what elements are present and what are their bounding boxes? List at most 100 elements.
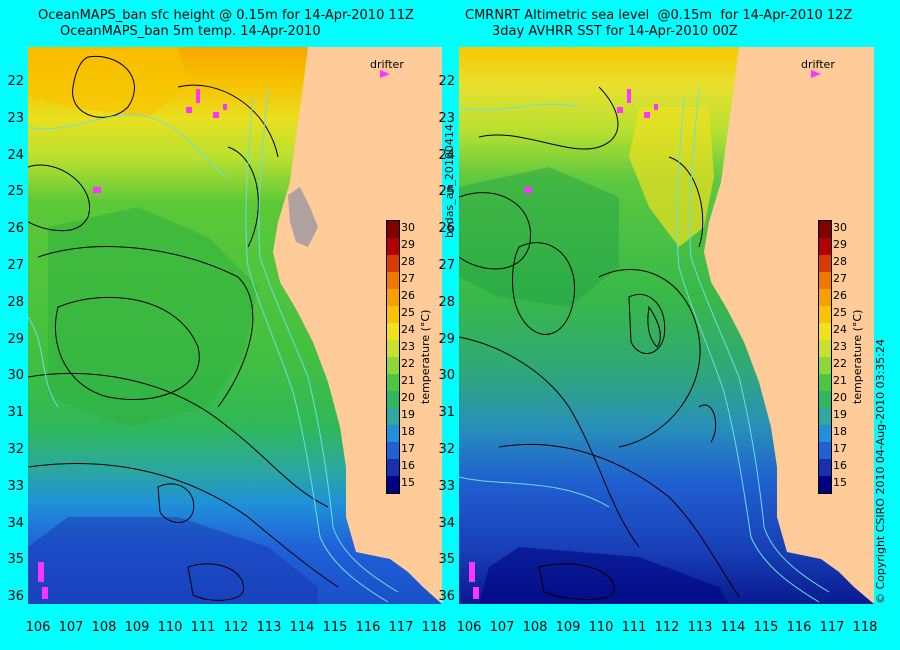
right-lon-label: 107: [489, 620, 515, 635]
left-lon-label: 113: [256, 620, 282, 635]
right-lon-label: 110: [588, 620, 614, 635]
left-lon-label: 117: [388, 620, 414, 635]
left-lon-label: 109: [124, 620, 150, 635]
right-colorbar: [818, 220, 832, 494]
left-lon-label: 115: [322, 620, 348, 635]
right-colorbar-tick: 22: [833, 357, 847, 370]
left-drifter-tracks: [38, 89, 227, 599]
left-colorbar: [386, 220, 400, 494]
right-lat-label: 33: [438, 478, 455, 494]
right-drifter-tracks: [469, 89, 658, 599]
left-mid-green-patch: [48, 207, 258, 427]
left-lon-label: 112: [223, 620, 249, 635]
left-colorbar-tick: 22: [401, 357, 415, 370]
left-drifter-marker[interactable]: [380, 70, 390, 78]
left-lat-label: 25: [7, 184, 24, 200]
right-lon-label: 106: [456, 620, 482, 635]
left-colorbar-tick: 28: [401, 255, 415, 268]
right-lat-label: 26: [438, 221, 455, 237]
right-colorbar-tick: 30: [833, 221, 847, 234]
right-lat-label: 35: [438, 552, 455, 568]
right-deep-blue-patch: [479, 547, 729, 604]
right-colorbar-tick: 27: [833, 272, 847, 285]
right-drifter-label: drifter: [801, 58, 835, 71]
right-colorbar-tick: 25: [833, 306, 847, 319]
left-lon-label: 106: [25, 620, 51, 635]
right-colorbar-tick: 29: [833, 238, 847, 251]
left-colorbar-tick: 27: [401, 272, 415, 285]
left-colorbar-fill: [387, 221, 399, 493]
left-lon-label: 118: [421, 620, 447, 635]
left-lat-label: 31: [7, 405, 24, 421]
right-lon-label: 109: [555, 620, 581, 635]
left-colorbar-tick: 19: [401, 408, 415, 421]
right-lat-label: 25: [438, 184, 455, 200]
right-lat-label: 36: [438, 589, 455, 605]
left-lat-label: 23: [7, 110, 24, 126]
left-bathymetry-contours: [28, 86, 399, 603]
left-lat-label: 26: [7, 221, 24, 237]
left-lon-label: 107: [58, 620, 84, 635]
left-colorbar-label: temperature (°C): [419, 309, 432, 404]
left-colorbar-tick: 20: [401, 391, 415, 404]
right-colorbar-tick: 19: [833, 408, 847, 421]
right-lon-label: 114: [720, 620, 746, 635]
left-estuary-grey: [288, 187, 318, 247]
left-colorbar-tick: 26: [401, 289, 415, 302]
left-lon-label: 114: [289, 620, 315, 635]
left-inner-warm-patch: [28, 47, 188, 117]
right-bathymetry-contours: [459, 86, 830, 603]
right-map-panel: drifter: [459, 47, 874, 604]
right-contours: [459, 86, 740, 600]
right-colorbar-tick: 26: [833, 289, 847, 302]
left-lon-label: 110: [157, 620, 183, 635]
right-lat-label: 31: [438, 405, 455, 421]
right-colorbar-tick: 15: [833, 476, 847, 489]
left-lat-label: 35: [7, 552, 24, 568]
left-colorbar-tick: 16: [401, 459, 415, 472]
left-lat-label: 28: [7, 294, 24, 310]
right-colorbar-tick: 28: [833, 255, 847, 268]
right-title-line2: 3day AVHRR SST for 14-Apr-2010 00Z: [492, 24, 738, 39]
left-lat-label: 24: [7, 147, 24, 163]
left-colorbar-tick: 15: [401, 476, 415, 489]
right-map-svg: [459, 47, 874, 604]
right-drifter-marker[interactable]: [811, 70, 821, 78]
right-colorbar-tick: 24: [833, 323, 847, 336]
left-lon-label: 116: [355, 620, 381, 635]
left-lat-label: 30: [7, 368, 24, 384]
right-warm-coastal-patch: [629, 107, 714, 247]
copyright-label: © Copyright CSIRO 2010 04-Aug-2010 03:35…: [874, 338, 887, 604]
left-drifter-label: drifter: [370, 58, 404, 71]
right-lat-label: 27: [438, 258, 455, 273]
left-lon-label: 111: [190, 620, 216, 635]
left-lat-label: 22: [7, 74, 24, 89]
left-map-panel: drifter: [28, 47, 442, 604]
right-lon-label: 111: [621, 620, 647, 635]
left-colorbar-tick: 17: [401, 442, 415, 455]
left-title-line1: OceanMAPS_ban sfc height @ 0.15m for 14-…: [38, 8, 414, 23]
right-lon-label: 113: [687, 620, 713, 635]
right-title-line1: CMRNRT Altimetric sea level @0.15m for 1…: [465, 8, 853, 23]
right-lat-label: 28: [438, 294, 455, 310]
left-lat-label: 27: [7, 258, 24, 273]
right-lon-label: 116: [786, 620, 812, 635]
right-lat-label: 24: [438, 147, 455, 163]
right-colorbar-tick: 20: [833, 391, 847, 404]
right-lat-label: 32: [438, 442, 455, 457]
left-lat-label: 33: [7, 478, 24, 494]
left-blue-patch: [28, 517, 318, 604]
left-lat-label: 32: [7, 442, 24, 457]
right-colorbar-tick: 21: [833, 374, 847, 387]
left-lat-label: 34: [7, 515, 24, 531]
left-title-line2: OceanMAPS_ban 5m temp. 14-Apr-2010: [60, 24, 321, 39]
right-lat-label: 23: [438, 110, 455, 126]
right-lat-label: 22: [438, 74, 455, 89]
left-lat-label: 29: [7, 331, 24, 347]
right-lon-label: 115: [753, 620, 779, 635]
right-lon-label: 108: [522, 620, 548, 635]
right-colorbar-tick: 23: [833, 340, 847, 353]
left-colorbar-tick: 21: [401, 374, 415, 387]
left-colorbar-tick: 24: [401, 323, 415, 336]
right-colorbar-tick: 18: [833, 425, 847, 438]
